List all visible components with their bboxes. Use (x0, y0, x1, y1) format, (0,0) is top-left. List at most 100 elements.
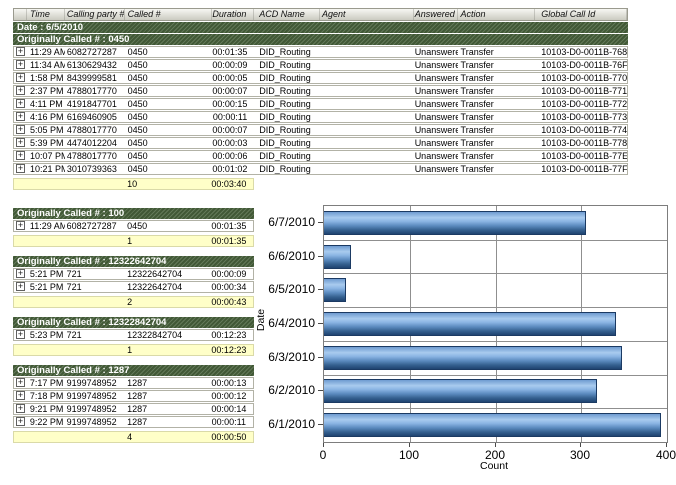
call-record-row: +7:17 PM 9199748952 1287 00:00:13 (13, 377, 254, 389)
gridline-horizontal (324, 408, 667, 409)
cell-action: Transfer (460, 164, 494, 174)
expand-row-icon[interactable]: + (16, 60, 25, 69)
cell-duration: 00:00:05 (212, 73, 248, 83)
chart-bar-6/7/2010 (324, 211, 586, 235)
expand-row-icon[interactable]: + (16, 417, 25, 426)
cell-acd: DID_Routing (259, 86, 311, 96)
expand-row-icon[interactable]: + (16, 404, 25, 413)
expand-row-icon[interactable]: + (16, 138, 25, 147)
cell-calling: 9199748952 (66, 404, 117, 414)
summary-cell-called: 1 (127, 236, 133, 246)
cell-time: 9:21 PM (29, 404, 64, 414)
summary-cell-calling (65, 345, 124, 355)
cell-expander: + (14, 60, 27, 70)
cell-action: Transfer (460, 151, 494, 161)
y-tick-mark (318, 222, 323, 223)
expand-row-icon[interactable]: + (16, 112, 25, 121)
date-group-band: Date : 6/5/2010 (13, 22, 628, 33)
chart-x-axis-label: Count (479, 460, 509, 472)
cell-called: 0450 (127, 60, 148, 70)
cell-action: Transfer (460, 99, 494, 109)
expand-row-icon[interactable]: + (16, 269, 25, 278)
expand-row-icon[interactable]: + (16, 330, 25, 339)
chart-bar-6/5/2010 (324, 278, 346, 302)
cell-agent (320, 47, 414, 57)
cell-duration: 00:00:34 (211, 282, 247, 292)
group-block: Originally Called # : 1287 +7:17 PM 919974… (13, 365, 628, 443)
group-block: Originally Called # : 100 +11:29 AM 608272… (13, 208, 628, 247)
call-record-row: +7:18 PM 9199748952 1287 00:00:12 (13, 390, 254, 402)
cell-calling: 4788017770 (66, 151, 117, 161)
cell-answered: Unanswered (414, 86, 458, 96)
cell-time: 4:16 PM (29, 112, 64, 122)
column-header-time: Time (27, 9, 65, 20)
expand-row-icon[interactable]: + (16, 164, 25, 173)
expand-row-icon[interactable]: + (16, 151, 25, 160)
cell-calling: 6130629432 (66, 60, 117, 70)
cell-duration: 00:01:35 (212, 47, 248, 57)
gridline-horizontal (324, 240, 667, 241)
cell-duration: 00:12:23 (211, 330, 247, 340)
cell-expander: + (14, 221, 27, 231)
expand-row-icon[interactable]: + (16, 73, 25, 82)
expand-row-icon[interactable]: + (16, 86, 25, 95)
cell-acd: DID_Routing (259, 164, 311, 174)
summary-cell-expander (14, 236, 27, 246)
cell-global_id: 10103-D0-0011B-77F (541, 164, 627, 174)
cell-duration: 00:00:07 (212, 86, 248, 96)
cell-answered: Unanswered (414, 151, 458, 161)
cell-agent (320, 164, 414, 174)
cell-agent (320, 99, 414, 109)
summary-cell-duration: 00:03:40 (211, 179, 247, 189)
call-record-row: +1:58 PM 8439999581 0450 00:00:05 DID_Routin… (13, 72, 628, 84)
call-record-row: +9:22 PM 9199748952 1287 00:00:11 (13, 416, 254, 428)
summary-cell-called: 4 (127, 432, 133, 442)
expand-row-icon[interactable]: + (16, 125, 25, 134)
cell-expander: + (14, 330, 27, 340)
cell-expander: + (14, 112, 27, 122)
summary-cell-duration: 00:00:50 (211, 432, 247, 442)
calls-by-date-bar-chart: Date 6/7/2010 6/6/2010 6/5/2010 6/4/2010 6/3… (255, 198, 676, 485)
x-tick-mark (323, 443, 324, 447)
cell-action: Transfer (460, 60, 494, 70)
call-record-row: +9:21 PM 9199748952 1287 00:00:14 (13, 403, 254, 415)
expand-row-icon[interactable]: + (16, 99, 25, 108)
cell-calling: 4191847701 (66, 99, 117, 109)
chart-bar-6/4/2010 (324, 312, 616, 336)
cell-called: 0450 (127, 151, 148, 161)
cell-expander: + (14, 417, 27, 427)
cell-acd: DID_Routing (259, 73, 311, 83)
cell-action: Transfer (460, 138, 494, 148)
expand-row-icon[interactable]: + (16, 391, 25, 400)
chart-bar-6/3/2010 (324, 346, 622, 370)
cell-time: 5:05 PM (29, 125, 64, 135)
cell-agent (320, 86, 414, 96)
summary-cell-duration: 00:00:43 (211, 297, 247, 307)
call-record-row: +5:05 PM 4788017770 0450 00:00:07 DID_Routin… (13, 124, 628, 136)
cell-acd: DID_Routing (259, 112, 311, 122)
cell-time: 10:07 PM (29, 151, 65, 161)
group-band: Originally Called # : 100 (13, 208, 254, 219)
cell-expander: + (14, 164, 27, 174)
cell-time: 10:21 PM (29, 164, 65, 174)
expand-row-icon[interactable]: + (16, 221, 25, 230)
cell-called: 0450 (127, 47, 148, 57)
cell-called: 1287 (127, 417, 148, 427)
cell-global_id: 10103-D0-0011B-774 (541, 125, 627, 135)
expand-row-icon[interactable]: + (16, 378, 25, 387)
cell-agent (320, 112, 414, 122)
cell-calling: 4474012204 (66, 138, 117, 148)
cell-acd: DID_Routing (259, 138, 311, 148)
expand-row-icon[interactable]: + (16, 282, 25, 291)
expand-row-icon[interactable]: + (16, 47, 25, 56)
cell-expander: + (14, 73, 27, 83)
cell-called: 0450 (127, 73, 148, 83)
cell-agent (320, 73, 414, 83)
group-band: Originally Called # : 12322642704 (13, 256, 254, 267)
call-detail-report: Time Calling party # Called # Duration ACD N… (13, 8, 628, 443)
group-block: Originally Called # : 12322842704 +5:23 P… (13, 317, 628, 356)
cell-duration: 00:00:09 (212, 60, 248, 70)
cell-time: 5:21 PM (29, 269, 64, 279)
y-tick-label: 6/6/2010 (268, 249, 315, 263)
cell-calling: 721 (66, 282, 82, 292)
